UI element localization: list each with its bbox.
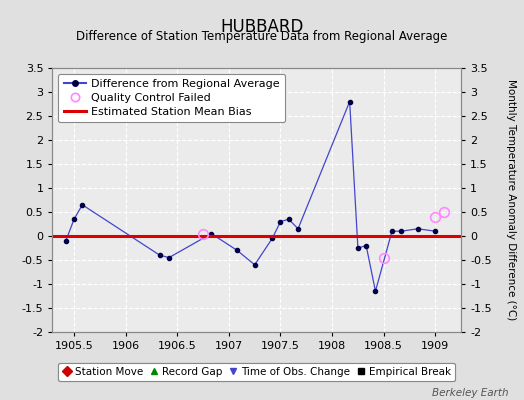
Text: Difference of Station Temperature Data from Regional Average: Difference of Station Temperature Data f… — [77, 30, 447, 43]
Legend: Difference from Regional Average, Quality Control Failed, Estimated Station Mean: Difference from Regional Average, Qualit… — [58, 74, 286, 122]
Text: HUBBARD: HUBBARD — [220, 18, 304, 36]
Legend: Station Move, Record Gap, Time of Obs. Change, Empirical Break: Station Move, Record Gap, Time of Obs. C… — [58, 363, 455, 381]
Y-axis label: Monthly Temperature Anomaly Difference (°C): Monthly Temperature Anomaly Difference (… — [506, 79, 516, 321]
Text: Berkeley Earth: Berkeley Earth — [432, 388, 508, 398]
